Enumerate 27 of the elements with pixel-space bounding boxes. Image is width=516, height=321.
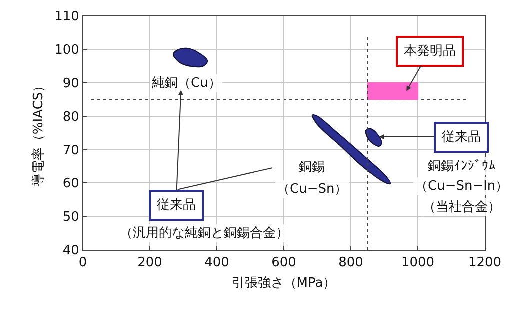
annotation: 純銅（Cu） xyxy=(152,76,222,91)
annotation: （汎用的な純銅と銅錫合金） xyxy=(120,226,289,241)
x-tick-label: 0 xyxy=(78,256,88,271)
x-axis-title: 引張強さ（MPa） xyxy=(232,276,336,292)
y-tick-label: 60 xyxy=(62,176,80,192)
annotation: 従来品 xyxy=(442,130,481,145)
annotation: （Cu−Sn−In） xyxy=(415,179,509,194)
x-tick-label: 600 xyxy=(272,256,296,271)
annotation: 本発明品 xyxy=(404,44,456,59)
x-tick-label: 1000 xyxy=(401,256,435,271)
x-tick-label: 800 xyxy=(338,256,364,271)
y-tick-label: 80 xyxy=(62,110,80,125)
annotation: （当社合金） xyxy=(423,200,501,215)
y-tick-label: 70 xyxy=(62,143,80,158)
y-tick-label: 50 xyxy=(62,210,80,226)
y-tick-label: 90 xyxy=(62,76,80,92)
y-tick-label: 110 xyxy=(54,10,80,25)
x-tick-label: 400 xyxy=(204,256,230,271)
y-tick-label: 100 xyxy=(54,42,80,58)
x-tick-label: 200 xyxy=(138,256,162,271)
annotation: （Cu−Sn） xyxy=(277,182,348,197)
annotation: 銅錫 xyxy=(299,160,325,175)
y-tick-label: 40 xyxy=(62,244,80,259)
y-axis-title: 導電率（%IACS） xyxy=(30,79,47,187)
x-tick-label: 1200 xyxy=(468,256,502,271)
annotation: 従来品 xyxy=(157,198,196,213)
annotation: 銅錫ｲﾝｼﾞｳﾑ xyxy=(428,159,496,174)
